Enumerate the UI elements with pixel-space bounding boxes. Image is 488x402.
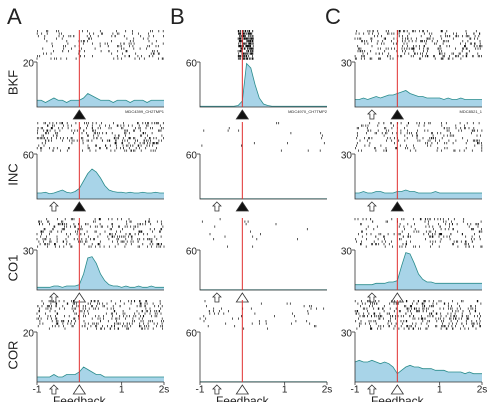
feedback-marker [390, 201, 405, 212]
cue-arrow [48, 384, 59, 395]
y-tick-label: 30 [341, 247, 353, 258]
unit-id: MDC8521_1 [460, 109, 483, 114]
axes [36, 62, 164, 108]
feedback-marker [235, 384, 250, 395]
axes [36, 154, 164, 200]
cue-arrow [366, 384, 377, 395]
axes [354, 250, 482, 291]
x-tick-label: 1 [437, 385, 443, 396]
feedback-marker [72, 384, 87, 395]
cue-arrow [211, 292, 222, 303]
x-tick-label: -1 [196, 385, 205, 396]
y-tick-label: 60 [186, 247, 198, 258]
row-label: COR [5, 341, 20, 370]
x-axis-label: Feedback [371, 394, 425, 402]
axes [199, 332, 327, 383]
psth-area [355, 360, 482, 382]
y-tick-label: 20 [23, 329, 35, 340]
feedback-marker [390, 384, 405, 395]
psth-line [354, 359, 482, 375]
cue-arrow [211, 201, 222, 212]
psth-line [37, 256, 164, 288]
raster [354, 300, 482, 330]
unit-id: MDC4399_CH2TMP1 [125, 109, 165, 114]
axes [354, 62, 482, 108]
axes [199, 154, 327, 200]
psth-line [200, 62, 327, 107]
x-tick-label: 2s [322, 385, 333, 396]
cue-arrow [211, 384, 222, 395]
feedback-marker [235, 201, 250, 212]
x-tick-label: 2s [159, 385, 170, 396]
y-tick-label: 20 [23, 59, 35, 70]
feedback-marker [72, 201, 87, 212]
y-tick-label: 30 [23, 247, 35, 258]
feedback-marker [235, 109, 250, 120]
psth-line [37, 168, 164, 195]
axes [199, 250, 327, 291]
y-tick-label: 60 [186, 151, 198, 162]
axes [354, 154, 482, 200]
row-label: INC [5, 163, 20, 185]
y-tick-label: 30 [341, 329, 353, 340]
psth-area [37, 256, 164, 290]
column-letter: A [7, 4, 22, 29]
x-tick-label: 1 [119, 385, 125, 396]
row-label: CO1 [5, 255, 20, 282]
raster [199, 300, 325, 330]
x-tick-label: 2s [477, 385, 488, 396]
y-tick-label: 60 [186, 329, 198, 340]
raster [355, 122, 483, 152]
unit-id: MDC4970_CH7TMP2 [288, 109, 328, 114]
raster [36, 30, 164, 60]
cue-arrow [366, 292, 377, 303]
raster [201, 218, 308, 248]
feedback-marker [390, 109, 405, 120]
axes [36, 250, 164, 291]
x-axis-label: Feedback [53, 394, 107, 402]
raster [201, 122, 325, 152]
feedback-marker [72, 109, 87, 120]
raster [354, 30, 483, 60]
psth-area [355, 252, 482, 290]
psth-area [355, 190, 482, 199]
raster [237, 30, 254, 60]
axes [199, 62, 327, 108]
psth-line [355, 252, 482, 286]
y-tick-label: 30 [341, 59, 353, 70]
psth-area [355, 90, 482, 107]
y-tick-label: 60 [23, 151, 35, 162]
raster [36, 122, 164, 152]
raster [36, 218, 165, 248]
psth-area [200, 63, 327, 107]
y-tick-label: 60 [186, 59, 198, 70]
cue-arrow [48, 292, 59, 303]
x-axis-label: Feedback [216, 394, 270, 402]
psth-line [355, 189, 482, 194]
cue-arrow [366, 201, 377, 212]
x-tick-label: -1 [33, 385, 42, 396]
psth-line [355, 90, 482, 100]
column-letter: C [325, 4, 341, 29]
x-tick-label: 1 [282, 385, 288, 396]
raster [36, 300, 164, 330]
psth-line [37, 93, 164, 103]
row-label: BKF [5, 70, 20, 95]
x-tick-label: -1 [351, 385, 360, 396]
psth-line [37, 366, 164, 378]
y-tick-label: 30 [341, 151, 353, 162]
psth-area [37, 169, 164, 199]
cue-arrow [48, 201, 59, 212]
raster [354, 218, 483, 248]
column-letter: B [170, 4, 185, 29]
cue-arrow [366, 109, 377, 120]
